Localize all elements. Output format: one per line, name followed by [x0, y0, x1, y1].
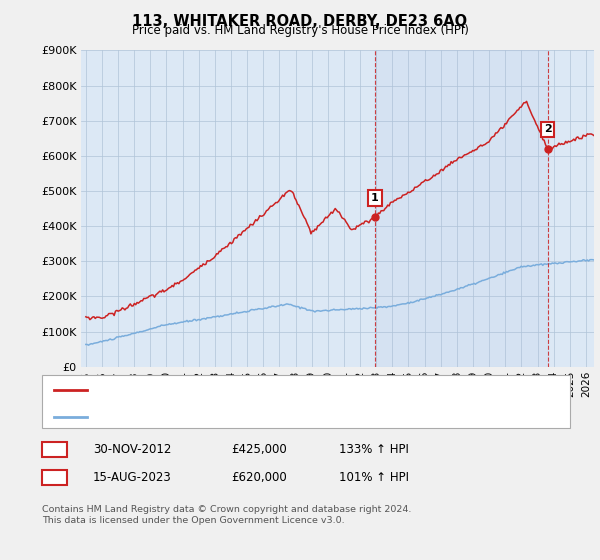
Text: 113, WHITAKER ROAD, DERBY, DE23 6AQ: 113, WHITAKER ROAD, DERBY, DE23 6AQ: [133, 14, 467, 29]
Text: 113, WHITAKER ROAD, DERBY, DE23 6AQ (detached house): 113, WHITAKER ROAD, DERBY, DE23 6AQ (det…: [93, 385, 418, 395]
Text: 2: 2: [544, 124, 551, 134]
Text: 101% ↑ HPI: 101% ↑ HPI: [339, 471, 409, 484]
Text: Price paid vs. HM Land Registry's House Price Index (HPI): Price paid vs. HM Land Registry's House …: [131, 24, 469, 37]
Text: £425,000: £425,000: [231, 443, 287, 456]
Text: 15-AUG-2023: 15-AUG-2023: [93, 471, 172, 484]
Text: 1: 1: [50, 443, 59, 456]
Text: 1: 1: [371, 193, 379, 203]
Text: £620,000: £620,000: [231, 471, 287, 484]
Text: HPI: Average price, detached house, City of Derby: HPI: Average price, detached house, City…: [93, 412, 367, 422]
Bar: [375, 50, 548, 367]
Text: 30-NOV-2012: 30-NOV-2012: [93, 443, 172, 456]
Text: 2: 2: [50, 471, 59, 484]
Text: 133% ↑ HPI: 133% ↑ HPI: [339, 443, 409, 456]
Text: Contains HM Land Registry data © Crown copyright and database right 2024.
This d: Contains HM Land Registry data © Crown c…: [42, 505, 412, 525]
